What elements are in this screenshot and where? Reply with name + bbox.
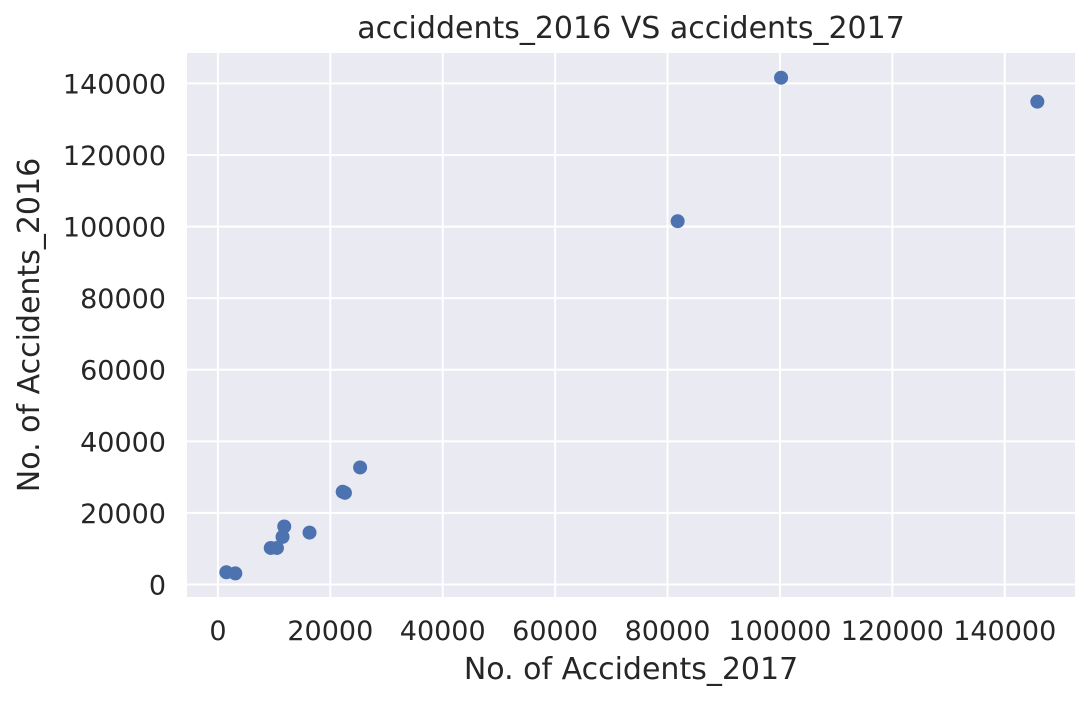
data-point	[228, 566, 243, 581]
data-point	[277, 519, 292, 534]
y-tick-label: 80000	[80, 284, 166, 315]
x-tick-label: 60000	[512, 616, 598, 647]
y-tick-label: 100000	[63, 213, 166, 244]
y-tick-label: 60000	[80, 356, 166, 387]
data-point	[353, 460, 368, 475]
y-tick-label: 20000	[80, 499, 166, 530]
y-tick-label: 140000	[63, 69, 166, 100]
x-tick-labels: 0 20000 40000 60000 80000 100000 120000 140000	[209, 616, 1056, 647]
x-tick-label: 100000	[728, 616, 831, 647]
x-tick-label: 80000	[625, 616, 711, 647]
data-point	[1030, 94, 1045, 109]
data-point	[774, 70, 789, 85]
plot-area	[187, 53, 1075, 597]
data-point	[302, 525, 317, 540]
data-point	[269, 540, 284, 555]
y-tick-label: 40000	[80, 427, 166, 458]
data-point	[670, 214, 685, 229]
x-tick-label: 120000	[841, 616, 944, 647]
data-points	[219, 70, 1045, 581]
data-point	[337, 485, 352, 500]
x-tick-label: 40000	[400, 616, 486, 647]
chart-title: acciddents_2016 VS accidents_2017	[357, 11, 905, 46]
data-point	[275, 529, 290, 544]
x-tick-label: 0	[209, 616, 226, 647]
x-tick-label: 140000	[953, 616, 1056, 647]
y-tick-label: 120000	[63, 141, 166, 172]
x-tick-label: 20000	[287, 616, 373, 647]
y-tick-label: 0	[149, 570, 166, 601]
y-tick-labels: 0 20000 40000 60000 80000 100000 120000 140000	[63, 69, 166, 601]
gridlines	[187, 53, 1075, 597]
x-axis-label: No. of Accidents_2017	[464, 652, 798, 687]
y-axis-label: No. of Accidents_2016	[12, 158, 47, 492]
